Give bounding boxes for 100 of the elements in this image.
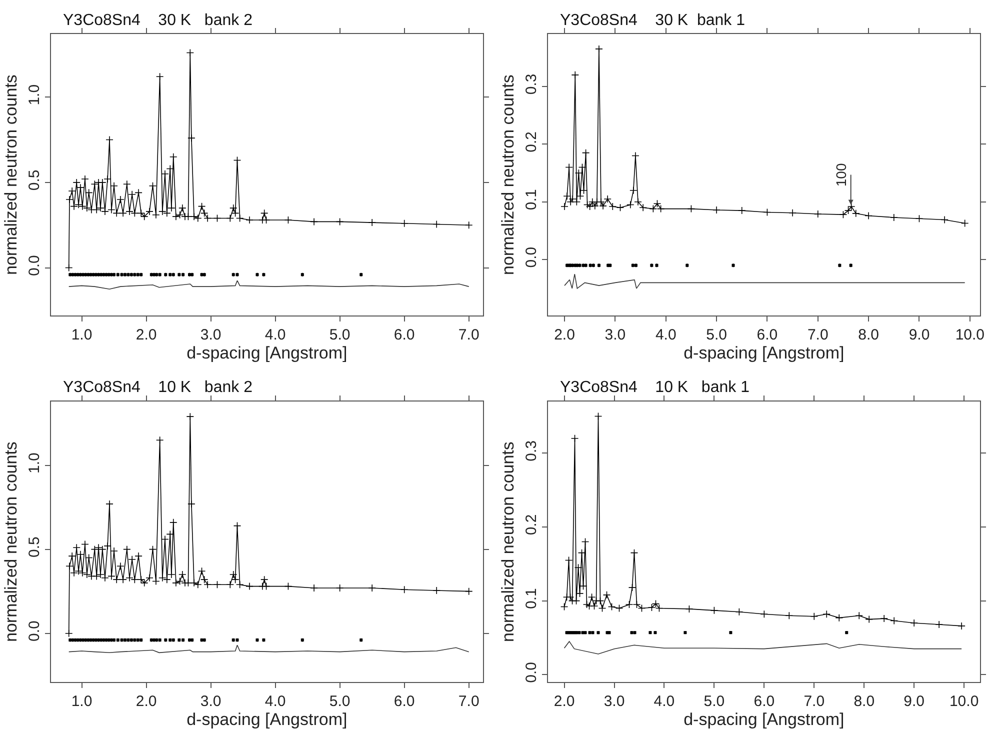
point	[560, 202, 568, 210]
point	[602, 591, 611, 599]
point	[574, 564, 582, 572]
point	[785, 612, 794, 620]
point	[685, 605, 694, 613]
y-tick-label: 0.1	[522, 189, 540, 210]
point	[855, 612, 864, 620]
point	[578, 163, 586, 172]
x-tick-label: 2.0	[136, 693, 157, 710]
annotation: 100	[833, 163, 850, 187]
point	[583, 200, 592, 209]
point	[581, 538, 590, 546]
y-tick-label: 0.1	[522, 588, 540, 610]
x-axis-title: d-spacing [Angstrom]	[186, 344, 348, 363]
y-tick-label: 0.3	[522, 440, 540, 462]
x-tick-label: 4.0	[655, 326, 676, 344]
point	[598, 604, 606, 612]
point	[649, 204, 658, 213]
point	[608, 602, 616, 611]
point	[595, 45, 603, 53]
point	[738, 206, 746, 214]
x-tick-label: 2.0	[554, 693, 575, 710]
point	[915, 214, 924, 223]
point	[839, 210, 848, 218]
point	[864, 212, 872, 220]
point	[712, 206, 720, 214]
x-axis-title: d-spacing [Angstrom]	[186, 710, 348, 730]
x-tick-label: 8.0	[854, 693, 875, 710]
x-tick-label: 7.0	[458, 326, 480, 344]
x-tick-label: 5.0	[329, 693, 350, 710]
point	[960, 219, 969, 228]
x-tick-label: 3.0	[604, 693, 625, 710]
x-tick-label: 2.0	[554, 326, 575, 344]
x-axis-title: d-spacing [Angstrom]	[684, 344, 844, 363]
point	[626, 200, 634, 209]
point	[630, 548, 638, 557]
y-tick-label: 1.0	[26, 84, 43, 106]
point	[814, 210, 822, 218]
point	[576, 192, 584, 200]
x-tick-label: 5.0	[706, 326, 727, 344]
point	[630, 186, 638, 194]
point	[687, 204, 696, 213]
point	[940, 216, 948, 224]
chart-title: Y3Co8Sn4 10 K bank 2	[63, 379, 253, 396]
point	[585, 602, 594, 610]
point	[735, 608, 744, 616]
x-tick-label: 10.0	[949, 693, 979, 710]
y-axis-title: normalized neutron counts	[1, 74, 20, 275]
line-series	[68, 280, 470, 290]
y-tick-label: 0.3	[522, 74, 540, 95]
y-tick-label: 0.0	[26, 620, 43, 642]
point	[935, 620, 943, 628]
point	[625, 600, 634, 608]
x-axis-title: d-spacing [Angstrom]	[684, 710, 844, 730]
point	[594, 412, 602, 420]
x-tick-label: 7.0	[458, 693, 480, 710]
point	[844, 206, 852, 214]
x-tick-label: 4.0	[264, 326, 286, 344]
point	[648, 604, 656, 612]
point	[564, 556, 573, 564]
chart-title: Y3Co8Sn4 30 K bank 2	[63, 12, 253, 29]
point	[616, 204, 624, 212]
y-tick-label: 0.5	[26, 170, 43, 191]
point	[788, 208, 796, 217]
x-tick-label: 6.0	[394, 326, 415, 344]
y-tick-label: 0.2	[522, 131, 540, 152]
x-tick-label: 5.0	[704, 693, 725, 710]
x-tick-label: 9.0	[904, 693, 925, 710]
x-tick-label: 10.0	[955, 326, 985, 344]
point	[865, 615, 874, 624]
x-tick-label: 7.0	[807, 326, 828, 344]
x-tick-label: 8.0	[858, 326, 879, 344]
point	[615, 604, 624, 612]
x-tick-label: 4.0	[264, 693, 286, 710]
chart-title: Y3Co8Sn4 30 K bank 1	[560, 12, 746, 29]
y-tick-label: 0.0	[26, 255, 43, 276]
x-tick-label: 3.0	[200, 326, 222, 344]
y-axis-title: normalized neutron counts	[1, 442, 20, 642]
point	[588, 198, 596, 206]
chart-title: Y3Co8Sn4 10 K bank 1	[560, 379, 750, 396]
line-series	[564, 641, 962, 654]
y-tick-label: 0.5	[26, 536, 43, 558]
point	[570, 434, 579, 442]
point	[763, 208, 772, 216]
point	[590, 602, 598, 610]
point	[560, 602, 568, 611]
y-tick-label: 1.0	[26, 452, 43, 474]
y-axis-title: normalized neutron counts	[498, 442, 518, 642]
point	[847, 202, 856, 210]
point	[760, 610, 768, 618]
x-tick-label: 5.0	[329, 326, 350, 344]
line-series	[68, 644, 470, 654]
point	[810, 612, 818, 620]
point	[571, 71, 580, 79]
line-series	[564, 274, 966, 289]
x-tick-label: 6.0	[394, 693, 415, 710]
point	[608, 202, 617, 210]
y-tick-label: 0.0	[522, 662, 540, 683]
point	[586, 202, 594, 210]
point	[835, 614, 844, 622]
